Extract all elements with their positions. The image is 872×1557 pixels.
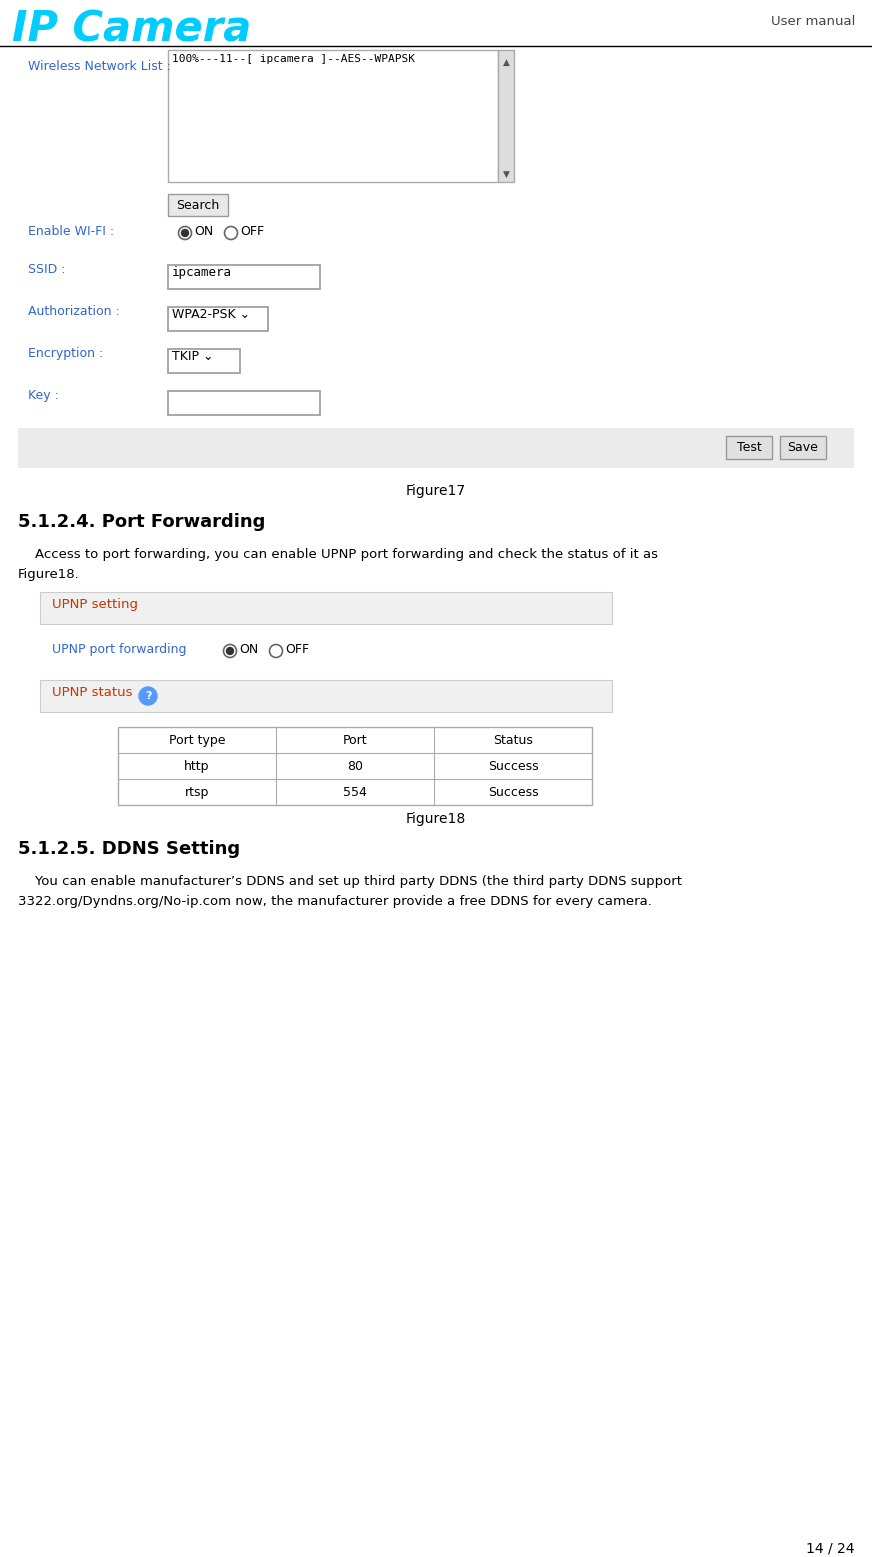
Text: Enable WI-FI :: Enable WI-FI : [28,226,114,238]
Text: User manual: User manual [771,16,855,28]
FancyBboxPatch shape [726,436,772,459]
Text: Figure18: Figure18 [405,813,467,827]
Text: Figure17: Figure17 [406,484,466,498]
FancyBboxPatch shape [780,436,826,459]
Text: UPNP status: UPNP status [52,687,133,699]
Circle shape [223,645,236,657]
Text: 80: 80 [347,760,363,772]
Text: Key :: Key : [28,389,59,402]
Text: Wireless Network List :: Wireless Network List : [28,61,171,73]
Text: Save: Save [787,441,819,453]
Text: Success: Success [487,760,538,772]
Text: 14 / 24: 14 / 24 [806,1541,854,1555]
Text: IP Camera: IP Camera [12,8,251,50]
Circle shape [269,645,283,657]
FancyBboxPatch shape [40,592,612,624]
Text: Port: Port [343,733,367,746]
Text: 554: 554 [343,785,367,799]
FancyBboxPatch shape [168,307,268,332]
Text: rtsp: rtsp [185,785,209,799]
Text: Status: Status [493,733,533,746]
Text: ipcamera: ipcamera [172,266,232,279]
Circle shape [139,687,157,705]
Text: 5.1.2.5. DDNS Setting: 5.1.2.5. DDNS Setting [18,839,240,858]
Text: ▲: ▲ [502,58,509,67]
Text: Search: Search [176,198,220,212]
Text: OFF: OFF [285,643,310,655]
Text: Success: Success [487,785,538,799]
FancyBboxPatch shape [40,680,612,712]
Text: 5.1.2.4. Port Forwarding: 5.1.2.4. Port Forwarding [18,512,265,531]
Text: Encryption :: Encryption : [28,347,103,360]
FancyBboxPatch shape [168,349,240,374]
Circle shape [179,226,192,240]
Text: TKIP ⌄: TKIP ⌄ [172,350,214,363]
Text: Authorization :: Authorization : [28,305,119,318]
Text: You can enable manufacturer’s DDNS and set up third party DDNS (the third party : You can enable manufacturer’s DDNS and s… [18,875,682,887]
Text: http: http [184,760,210,772]
Text: Figure18.: Figure18. [18,568,79,581]
Text: ▼: ▼ [502,170,509,179]
Circle shape [227,648,234,654]
Text: 3322.org/Dyndns.org/No-ip.com now, the manufacturer provide a free DDNS for ever: 3322.org/Dyndns.org/No-ip.com now, the m… [18,895,652,908]
Text: OFF: OFF [240,226,264,238]
FancyBboxPatch shape [168,391,320,416]
Text: 100%---11--[ ipcamera ]--AES--WPAPSK: 100%---11--[ ipcamera ]--AES--WPAPSK [172,54,415,64]
FancyBboxPatch shape [18,428,854,469]
Text: Port type: Port type [169,733,225,746]
Circle shape [181,229,188,237]
FancyBboxPatch shape [118,727,592,805]
Text: Test: Test [737,441,761,453]
Text: WPA2-PSK ⌄: WPA2-PSK ⌄ [172,308,250,321]
Circle shape [224,226,237,240]
FancyBboxPatch shape [168,195,228,216]
FancyBboxPatch shape [498,50,514,182]
Text: UPNP setting: UPNP setting [52,598,138,610]
Text: UPNP port forwarding: UPNP port forwarding [52,643,187,655]
Text: Access to port forwarding, you can enable UPNP port forwarding and check the sta: Access to port forwarding, you can enabl… [18,548,658,561]
Text: ON: ON [239,643,258,655]
FancyBboxPatch shape [168,50,498,182]
FancyBboxPatch shape [168,265,320,290]
Text: ?: ? [145,691,151,701]
Text: SSID :: SSID : [28,263,65,276]
Text: ON: ON [194,226,214,238]
